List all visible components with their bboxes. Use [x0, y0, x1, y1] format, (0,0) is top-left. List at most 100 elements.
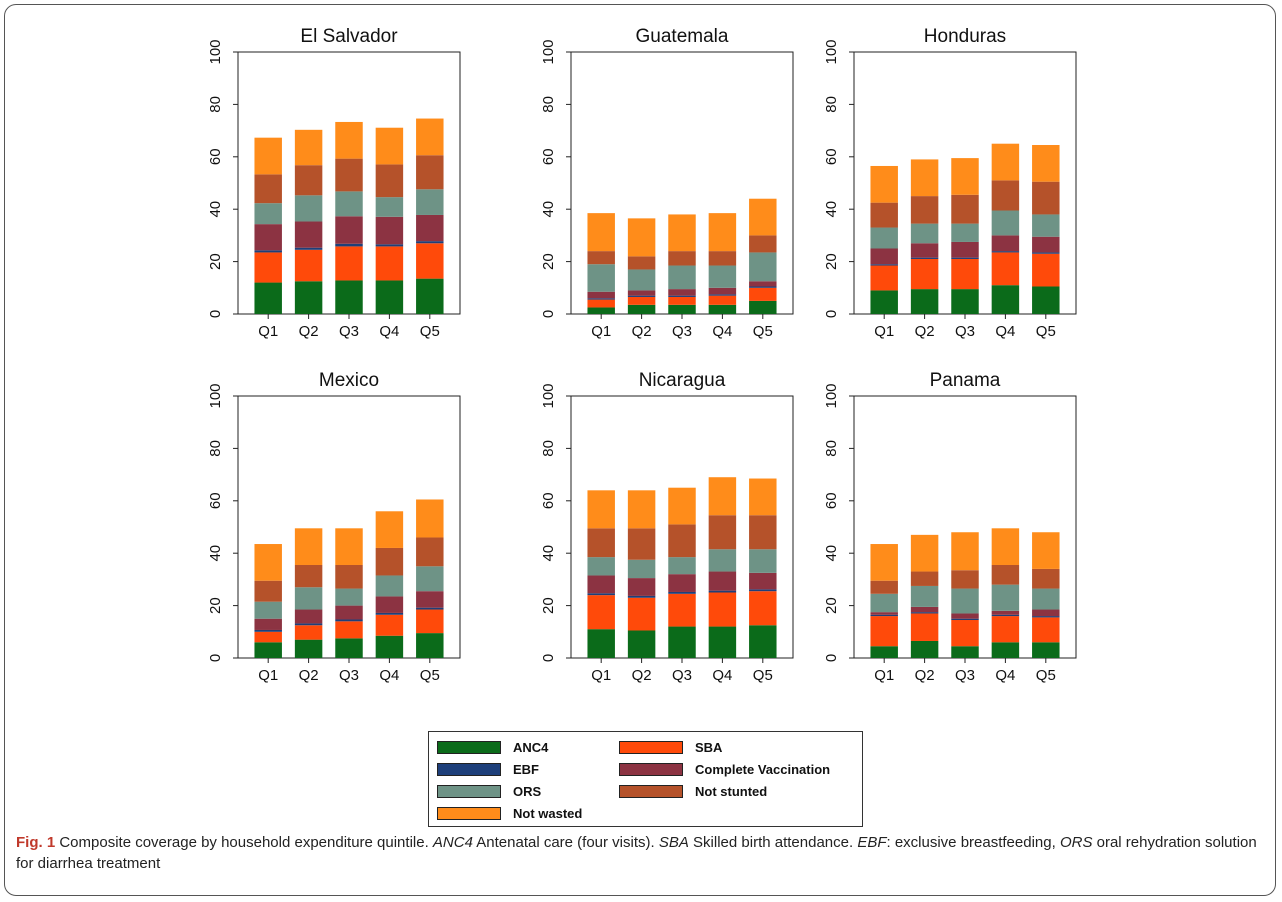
- bar-segment: [627, 595, 656, 598]
- bar-segment: [951, 618, 979, 621]
- bar-segment: [254, 282, 282, 314]
- bar-segment: [294, 247, 323, 250]
- bar-segment: [416, 155, 444, 190]
- x-tick-label: Q2: [299, 323, 319, 340]
- bar-segment: [1032, 616, 1060, 618]
- bar-segment: [708, 571, 737, 591]
- bar-segment: [587, 595, 615, 630]
- legend-label: ORS: [513, 783, 542, 799]
- caption-abbrev: EBF: [857, 834, 887, 851]
- stacked-bar-chart: Mexico 0 20 40 60 80 100 Q1 Q2 Q3 Q4 Q5: [207, 370, 461, 684]
- bar-segment: [1032, 236, 1060, 253]
- bar-segment: [991, 528, 1020, 565]
- bar-segment: [708, 304, 737, 314]
- bar-segment: [749, 549, 777, 573]
- x-tick-label: Q4: [712, 667, 732, 684]
- bar-segment: [708, 549, 737, 572]
- bar-segment: [991, 616, 1020, 643]
- bar-segment: [294, 587, 323, 610]
- bar-segment: [749, 589, 777, 592]
- bar-segment: [951, 646, 979, 658]
- y-tick-label: 20: [207, 597, 224, 614]
- bar-segment: [668, 265, 696, 290]
- x-tick-label: Q5: [753, 667, 773, 684]
- y-tick-label: 80: [823, 440, 840, 457]
- legend-item-not-wasted: Not wasted: [437, 804, 582, 822]
- y-tick-label: 80: [207, 440, 224, 457]
- bar-segment: [254, 631, 282, 643]
- bar-segment: [749, 287, 777, 301]
- chart-panel-panama: Panama 0 20 40 60 80 100 Q1 Q2 Q3 Q4 Q5: [808, 366, 1086, 696]
- bar-segment: [668, 557, 696, 575]
- bar-segment: [910, 196, 939, 224]
- y-tick-label: 40: [823, 545, 840, 562]
- bar-segment: [1032, 253, 1060, 287]
- bar-segment: [1032, 609, 1060, 617]
- y-tick-label: 40: [540, 201, 557, 218]
- bar-segment: [749, 478, 777, 516]
- bar-segment: [335, 243, 363, 247]
- bar-segment: [991, 610, 1020, 615]
- y-tick-label: 40: [207, 201, 224, 218]
- legend-swatch: [619, 762, 683, 776]
- bar-segment: [910, 243, 939, 258]
- bar-segment: [870, 593, 898, 613]
- x-tick-label: Q5: [420, 323, 440, 340]
- x-tick-label: Q2: [299, 667, 319, 684]
- bar-segment: [627, 630, 656, 658]
- bar-segment: [627, 296, 656, 305]
- legend-swatch: [437, 784, 501, 798]
- chart-title: El Salvador: [300, 26, 398, 47]
- stacked-bar-chart: Guatemala 0 20 40 60 80 100 Q1 Q2 Q3 Q4 Q5: [540, 26, 794, 340]
- bar-segment: [254, 252, 282, 283]
- x-tick-label: Q1: [874, 667, 894, 684]
- legend-label: EBF: [513, 761, 539, 777]
- bar-segment: [991, 642, 1020, 658]
- bar-segment: [1032, 214, 1060, 237]
- y-tick-label: 0: [207, 654, 224, 662]
- bar-segment: [254, 629, 282, 632]
- bar-segment: [375, 280, 404, 314]
- bar-segment: [749, 625, 777, 658]
- bar-segment: [951, 613, 979, 619]
- bar-segment: [587, 557, 615, 576]
- bar-segment: [870, 544, 898, 581]
- bar-segment: [749, 286, 777, 288]
- chart-title: Mexico: [319, 370, 379, 391]
- bar-segment: [294, 221, 323, 248]
- stacked-bar-chart: Honduras 0 20 40 60 80 100 Q1 Q2 Q3 Q4 Q5: [823, 26, 1077, 340]
- bar-segment: [910, 571, 939, 586]
- bar-segment: [416, 591, 444, 608]
- chart-title: Guatemala: [636, 26, 729, 47]
- bar-segment: [627, 578, 656, 596]
- bar-segment: [375, 244, 404, 247]
- x-tick-label: Q5: [753, 323, 773, 340]
- legend-item-not-stunted: Not stunted: [619, 782, 767, 800]
- bar-segment: [375, 596, 404, 613]
- bar-segment: [335, 158, 363, 192]
- bar-segment: [587, 298, 615, 300]
- bar-segment: [375, 575, 404, 597]
- chart-panel-mexico: Mexico 0 20 40 60 80 100 Q1 Q2 Q3 Q4 Q5: [192, 366, 470, 696]
- bar-segment: [335, 588, 363, 606]
- y-tick-label: 40: [540, 545, 557, 562]
- bar-segment: [749, 515, 777, 550]
- y-tick-label: 100: [823, 383, 840, 408]
- y-tick-label: 20: [823, 597, 840, 614]
- legend-swatch: [437, 806, 501, 820]
- bar-segment: [335, 216, 363, 244]
- x-tick-label: Q3: [339, 667, 359, 684]
- chart-panel-guatemala: Guatemala 0 20 40 60 80 100 Q1 Q2 Q3 Q4 Q5: [525, 22, 803, 352]
- bar-segment: [991, 210, 1020, 236]
- bar-segment: [254, 137, 282, 175]
- bar-segment: [870, 227, 898, 249]
- legend-swatch: [437, 740, 501, 754]
- bar-segment: [951, 570, 979, 589]
- bar-segment: [416, 278, 444, 314]
- x-tick-label: Q5: [420, 667, 440, 684]
- bar-segment: [294, 639, 323, 658]
- bar-segment: [991, 180, 1020, 211]
- bar-segment: [587, 291, 615, 299]
- x-tick-label: Q4: [995, 667, 1015, 684]
- bar-segment: [951, 158, 979, 195]
